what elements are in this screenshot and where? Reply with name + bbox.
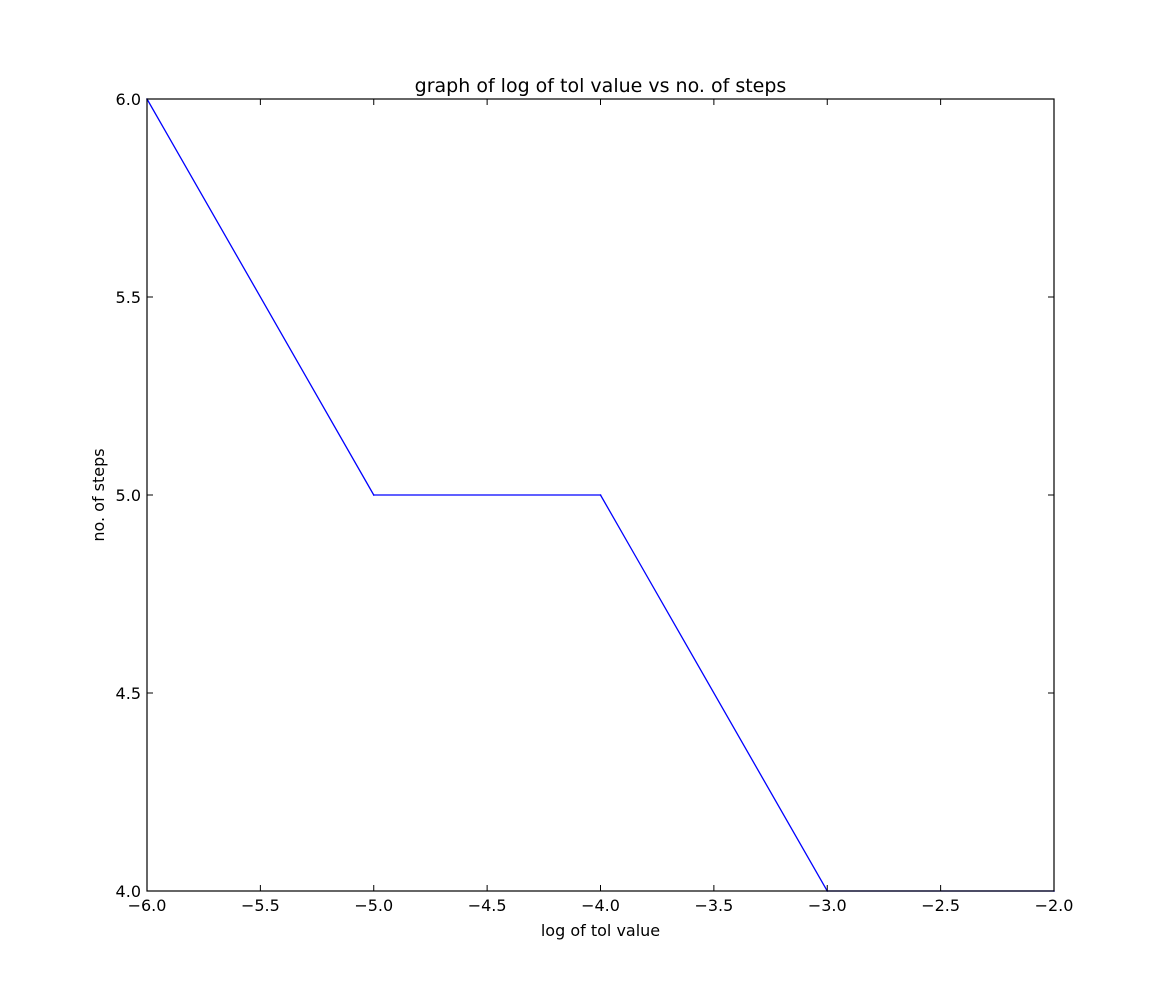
y-tick-label: 4.0: [116, 882, 141, 901]
x-tick-label: −4.5: [468, 896, 507, 915]
y-tick-label: 5.0: [116, 486, 141, 505]
x-tick-label: −3.5: [694, 896, 733, 915]
x-tick-label: −4.0: [581, 896, 620, 915]
chart-title: graph of log of tol value vs no. of step…: [415, 75, 787, 97]
x-tick-label: −2.0: [1035, 896, 1074, 915]
x-axis-title: log of tol value: [541, 921, 660, 940]
x-tick-label: −3.0: [808, 896, 847, 915]
x-tick-label: −5.5: [241, 896, 280, 915]
data-point: [600, 494, 602, 496]
y-tick-label: 5.5: [116, 288, 141, 307]
y-axis-title: no. of steps: [89, 448, 108, 541]
y-tick-label: 4.5: [116, 684, 141, 703]
y-tick-label: 6.0: [116, 90, 141, 109]
x-tick-label: −2.5: [921, 896, 960, 915]
data-point: [373, 494, 375, 496]
x-tick-label: −5.0: [354, 896, 393, 915]
